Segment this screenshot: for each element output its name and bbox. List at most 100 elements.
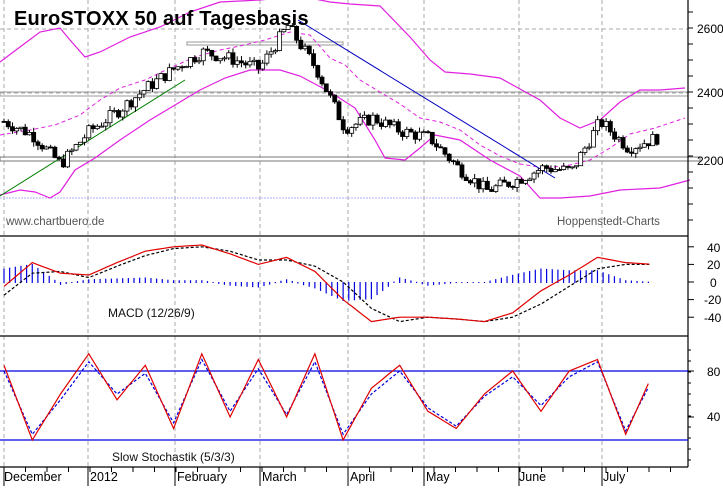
candle-body	[260, 62, 266, 70]
candle-body	[362, 114, 367, 118]
candle-body	[586, 146, 592, 149]
candle-body	[463, 176, 469, 182]
candle-body	[188, 57, 193, 67]
candle-body	[27, 132, 32, 136]
watermark-left: www.chartbuero.de	[6, 216, 105, 228]
candle-body	[94, 125, 100, 130]
candle-body	[230, 52, 236, 65]
candle-body	[154, 78, 160, 89]
candle-body	[514, 179, 520, 188]
candle-body	[641, 143, 647, 148]
candle-body	[429, 131, 435, 145]
candle-body	[205, 48, 210, 51]
candle-body	[209, 49, 215, 57]
candle-body	[298, 39, 304, 50]
candle-body	[646, 143, 651, 147]
stoch-k-line	[3, 352, 649, 442]
candle-body	[268, 51, 274, 55]
candle-body	[412, 131, 418, 140]
macd-ytick-40: 40	[707, 241, 721, 255]
candle-body	[179, 66, 185, 69]
candle-body	[10, 126, 15, 132]
xtick-december: December	[4, 470, 62, 484]
candle-body	[455, 161, 461, 166]
candle-body	[332, 94, 338, 103]
candle-body	[1, 121, 7, 123]
candle-body	[175, 66, 181, 70]
candle-body	[141, 90, 147, 95]
candle-body	[243, 62, 249, 66]
candle-body	[103, 122, 109, 127]
candle-body	[306, 45, 312, 55]
candle-body	[183, 66, 189, 69]
candle-body	[302, 45, 308, 50]
candle-body	[476, 178, 482, 190]
candle-body	[120, 110, 126, 118]
bollinger-middle	[0, 31, 686, 169]
candle-body	[417, 131, 422, 140]
candle-body	[35, 141, 41, 146]
macd-ytick-neg40: -40	[704, 311, 722, 325]
candle-body	[497, 179, 503, 187]
candle-body	[391, 121, 397, 126]
candle-body	[107, 110, 113, 124]
candle-body	[624, 147, 630, 153]
candle-body	[489, 189, 495, 192]
candle-body	[578, 152, 584, 167]
stoch-ytick-80: 80	[707, 365, 721, 379]
stoch-ytick-40: 40	[707, 410, 721, 424]
candle-body	[256, 59, 261, 70]
candle-body	[442, 147, 448, 155]
candle-body	[523, 180, 528, 184]
candle-body	[633, 148, 639, 154]
candle-body	[395, 121, 401, 133]
candle-body	[446, 153, 452, 162]
xtick-may: May	[426, 470, 450, 484]
candle-body	[192, 57, 198, 63]
candle-body	[171, 67, 177, 70]
candle-body	[370, 114, 376, 126]
candle-body	[501, 179, 507, 183]
candle-body	[90, 125, 96, 130]
candle-body	[336, 101, 342, 121]
candle-body	[145, 81, 151, 91]
candle-body	[166, 67, 172, 81]
candle-body	[150, 81, 155, 89]
candle-body	[14, 128, 20, 132]
candle-body	[400, 131, 405, 137]
macd-line	[3, 244, 650, 323]
candle-body	[544, 165, 550, 169]
candle-body	[213, 55, 219, 62]
candle-body	[137, 93, 143, 99]
candle-body	[73, 144, 79, 151]
chart-title: EuroSTOXX 50 auf Tagesbasis	[14, 8, 309, 30]
candle-body	[56, 157, 62, 160]
candle-body	[345, 129, 350, 134]
candle-body	[272, 50, 278, 53]
candle-body	[86, 125, 92, 139]
candle-body	[251, 59, 257, 62]
candle-body	[404, 128, 410, 137]
candle-body	[264, 53, 270, 64]
candle-body	[506, 181, 511, 187]
candle-body	[247, 61, 253, 66]
candle-body	[557, 169, 562, 171]
xtick-february: February	[177, 470, 228, 484]
candle-body	[277, 31, 283, 51]
candle-body	[349, 127, 355, 134]
candle-body	[510, 186, 516, 188]
candle-body	[31, 132, 37, 143]
candle-body	[366, 114, 372, 126]
macd-ytick-0: 0	[710, 276, 717, 290]
candle-body	[451, 160, 456, 163]
candle-body	[595, 119, 601, 132]
candle-body	[18, 126, 24, 129]
candle-body	[60, 158, 66, 168]
candle-body	[69, 149, 75, 152]
candle-body	[285, 25, 291, 30]
candle-body	[527, 178, 533, 182]
candle-body	[111, 110, 117, 112]
candle-body	[540, 165, 545, 171]
candle-body	[315, 65, 321, 78]
